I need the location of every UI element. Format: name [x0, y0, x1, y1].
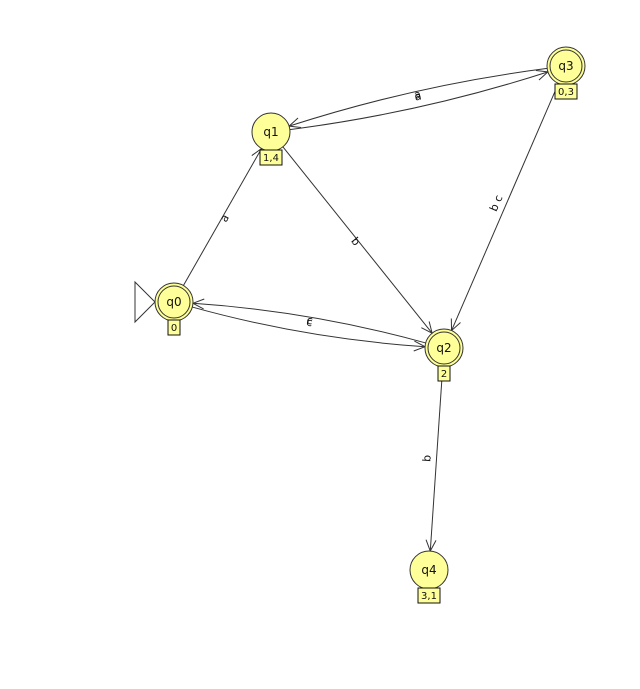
- state-name: q3: [558, 59, 573, 73]
- state-name: q0: [166, 295, 181, 309]
- transition-line: [429, 366, 444, 552]
- transition-label: b: [420, 454, 433, 462]
- state-name: q4: [421, 563, 436, 577]
- state-tag-box: [167, 319, 181, 336]
- state-name: q1: [263, 125, 278, 139]
- transition-label: a: [413, 89, 422, 103]
- transition-line: [182, 148, 263, 286]
- states-layer: q0 0 q1 1,4 q2 2 q3 0,3 q4 3,1: [154, 46, 586, 604]
- state-q3: q3 0,3: [546, 46, 586, 100]
- transition-q3-q1: a: [287, 67, 548, 129]
- state-tag-box: [417, 587, 441, 604]
- transition-line: [192, 306, 426, 348]
- transition-label: c: [306, 314, 314, 328]
- transition-line: [288, 67, 548, 127]
- state-q4: q4 3,1: [409, 550, 449, 604]
- transition-line: [282, 146, 433, 334]
- transition-label: a: [413, 88, 422, 102]
- final-state-ring: [157, 285, 191, 319]
- state-tag: 0: [171, 323, 177, 334]
- transition-label: c: [305, 316, 313, 330]
- final-state-ring: [549, 49, 583, 83]
- transition-label: b c: [487, 193, 505, 213]
- transition-line: [192, 302, 426, 344]
- state-q1: q1 1,4: [251, 112, 291, 166]
- state-tag: 0,3: [558, 87, 574, 98]
- state-tag-box: [259, 149, 283, 166]
- transition-q0-q1: a: [182, 147, 263, 286]
- transition-q1-q2: b: [282, 146, 433, 335]
- state-tag-box: [437, 365, 451, 382]
- state-tag-box: [554, 83, 578, 100]
- transition-line: [451, 83, 559, 331]
- state-q2: q2 2: [424, 328, 464, 382]
- final-state-ring: [427, 331, 461, 365]
- transition-q2-q0: c: [191, 298, 426, 344]
- state-tag: 1,4: [263, 153, 279, 164]
- state-q0: q0 0: [154, 282, 194, 336]
- state-name: q2: [436, 341, 451, 355]
- transition-q2-q4: b: [420, 366, 444, 553]
- state-tag: 3,1: [421, 591, 437, 602]
- state-tag: 2: [441, 369, 447, 380]
- transition-q3-q2: b c: [450, 83, 559, 332]
- transition-line: [289, 71, 549, 131]
- start-state-arrow: [134, 280, 156, 324]
- transition-label: b: [348, 235, 363, 249]
